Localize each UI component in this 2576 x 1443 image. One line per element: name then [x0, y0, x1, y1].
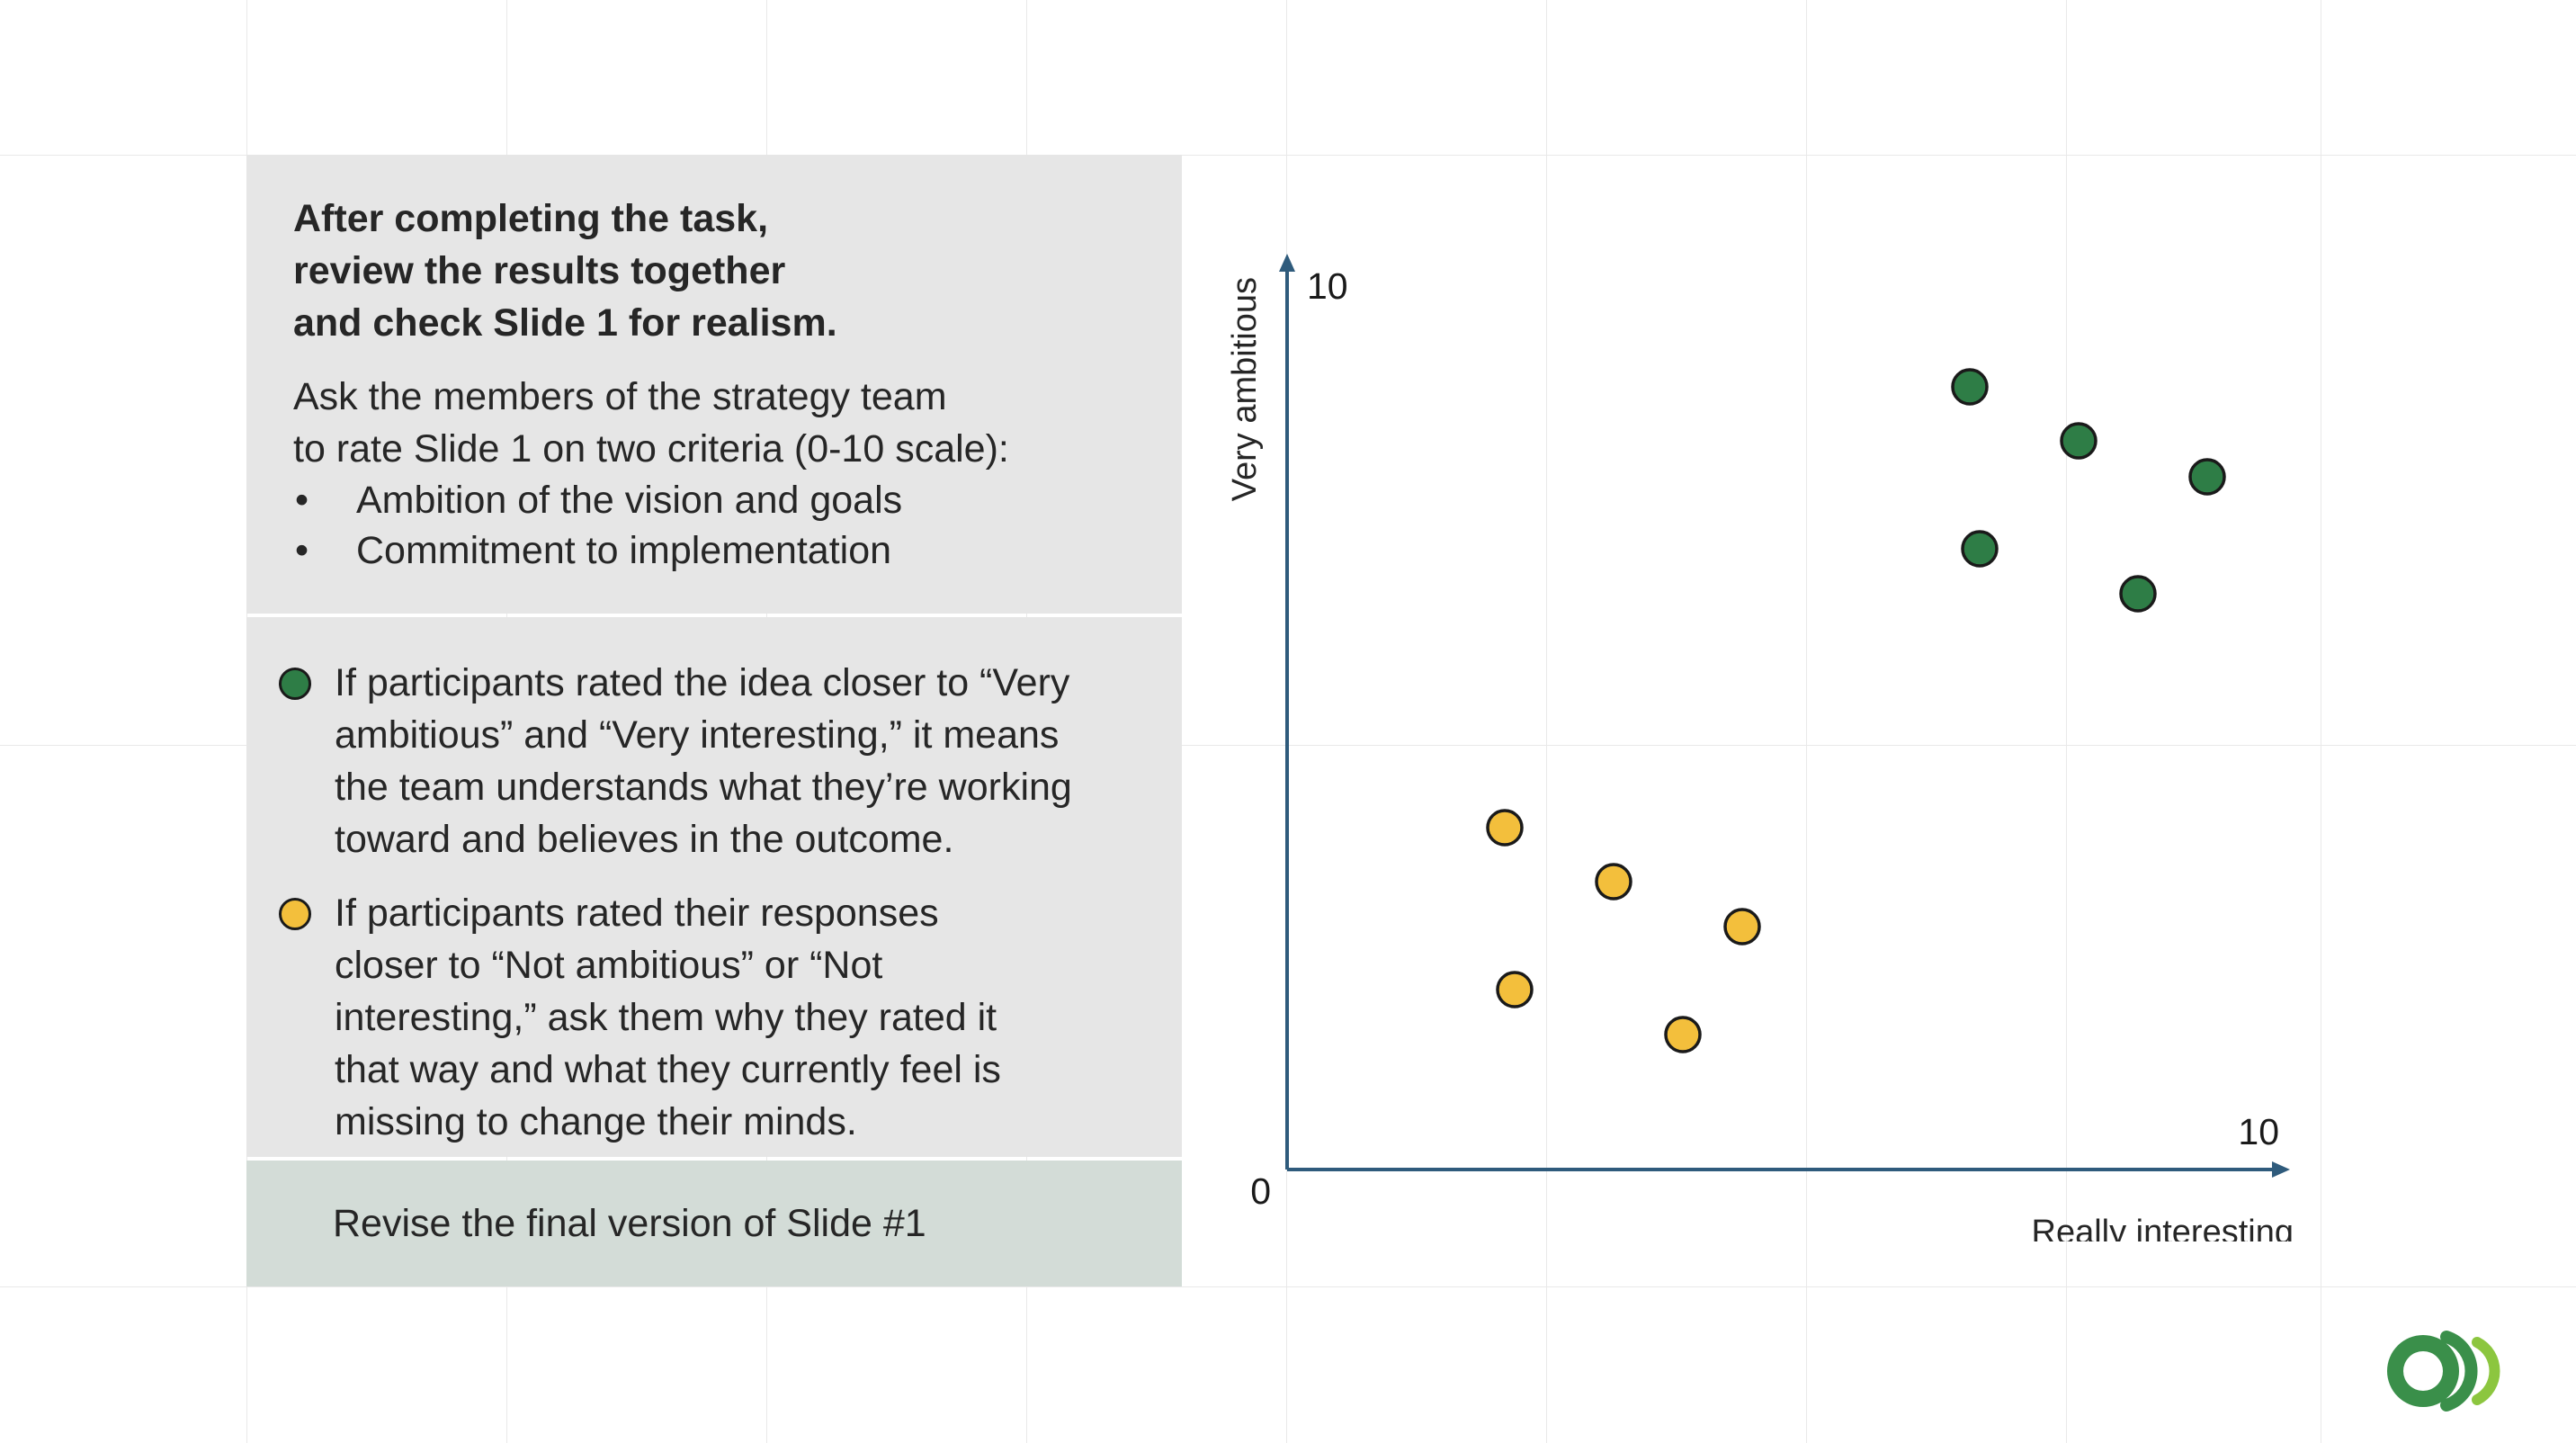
yellow-data-point: [1664, 1016, 1702, 1053]
scatter-chart: 10 10 0 Really interesting Very ambitiou…: [1226, 254, 2294, 1241]
legend-text: If participants rated the idea closer to…: [335, 657, 1072, 865]
x-axis-title: Really interesting: [2032, 1214, 2294, 1241]
company-logo-icon: [2387, 1331, 2500, 1412]
bullet-text: Commitment to implementation: [356, 529, 892, 572]
logo-ring-icon: [2387, 1335, 2459, 1407]
legend-item-yellow: If participants rated their responses cl…: [279, 887, 1146, 1148]
grid-line: [1546, 0, 1547, 1443]
heading-line: and check Slide 1 for realism.: [293, 301, 837, 345]
legend-line: If participants rated the idea closer to…: [335, 661, 1070, 704]
y-tick-label: 10: [1307, 265, 1348, 307]
x-tick-label: 10: [2238, 1111, 2279, 1152]
yellow-data-point: [1486, 809, 1524, 847]
green-data-point: [1951, 368, 1989, 406]
yellow-data-point: [1595, 863, 1632, 901]
legend-line: toward and believes in the outcome.: [335, 818, 954, 861]
green-dot-icon: [279, 668, 311, 700]
x-axis-arrow-icon: [2272, 1161, 2290, 1178]
grid-line: [0, 1286, 2576, 1287]
grid-line: [0, 155, 2576, 156]
bullet-text: Ambition of the vision and goals: [356, 479, 903, 522]
legend-line: ambitious” and “Very interesting,” it me…: [335, 713, 1060, 757]
heading-line: After completing the task,: [293, 197, 769, 240]
y-axis-title: Very ambitious: [1226, 277, 1264, 501]
legend-line: If participants rated their responses: [335, 892, 939, 935]
revise-label: Revise the final version of Slide #1: [333, 1201, 926, 1245]
legend-line: interesting,” ask them why they rated it: [335, 996, 997, 1039]
green-data-point: [1961, 530, 1999, 568]
legend-item-green: If participants rated the idea closer to…: [279, 657, 1146, 865]
bullet-item: • Ambition of the vision and goals: [293, 475, 1137, 525]
green-data-point: [2119, 575, 2157, 613]
bullet-symbol: •: [295, 529, 309, 572]
green-data-point: [2188, 458, 2226, 496]
yellow-dot-icon: [279, 898, 311, 930]
chart-axes: [1279, 254, 2290, 1178]
yellow-data-point: [1496, 971, 1534, 1008]
y-axis-arrow-icon: [1279, 254, 1295, 272]
yellow-data-point: [1723, 908, 1761, 946]
interpretation-panel: If participants rated the idea closer to…: [246, 617, 1182, 1157]
legend-line: the team understands what they’re workin…: [335, 766, 1072, 809]
bullet-item: • Commitment to implementation: [293, 525, 1137, 576]
green-data-point: [2060, 422, 2097, 460]
origin-tick-label: 0: [1250, 1170, 1271, 1212]
logo-arc-icon: [2440, 1331, 2478, 1412]
intro-text: Ask the members of the strategy team to …: [293, 371, 1137, 475]
revise-panel: Revise the final version of Slide #1: [246, 1161, 1182, 1286]
grid-line: [1806, 0, 1807, 1443]
legend-line: closer to “Not ambitious” or “Not: [335, 944, 883, 987]
legend-line: missing to change their minds.: [335, 1100, 857, 1143]
legend-line: that way and what they currently feel is: [335, 1048, 1001, 1091]
panel-heading: After completing the task, review the re…: [293, 193, 1137, 349]
grid-line: [2066, 0, 2067, 1443]
instructions-panel: After completing the task, review the re…: [246, 155, 1182, 614]
legend-text: If participants rated their responses cl…: [335, 887, 1001, 1148]
intro-line: to rate Slide 1 on two criteria (0-10 sc…: [293, 427, 1009, 471]
heading-line: review the results together: [293, 249, 786, 292]
intro-line: Ask the members of the strategy team: [293, 375, 947, 418]
scatter-points: [1486, 368, 2226, 1053]
bullet-symbol: •: [295, 479, 309, 522]
logo-arc-outer-icon: [2472, 1337, 2500, 1405]
